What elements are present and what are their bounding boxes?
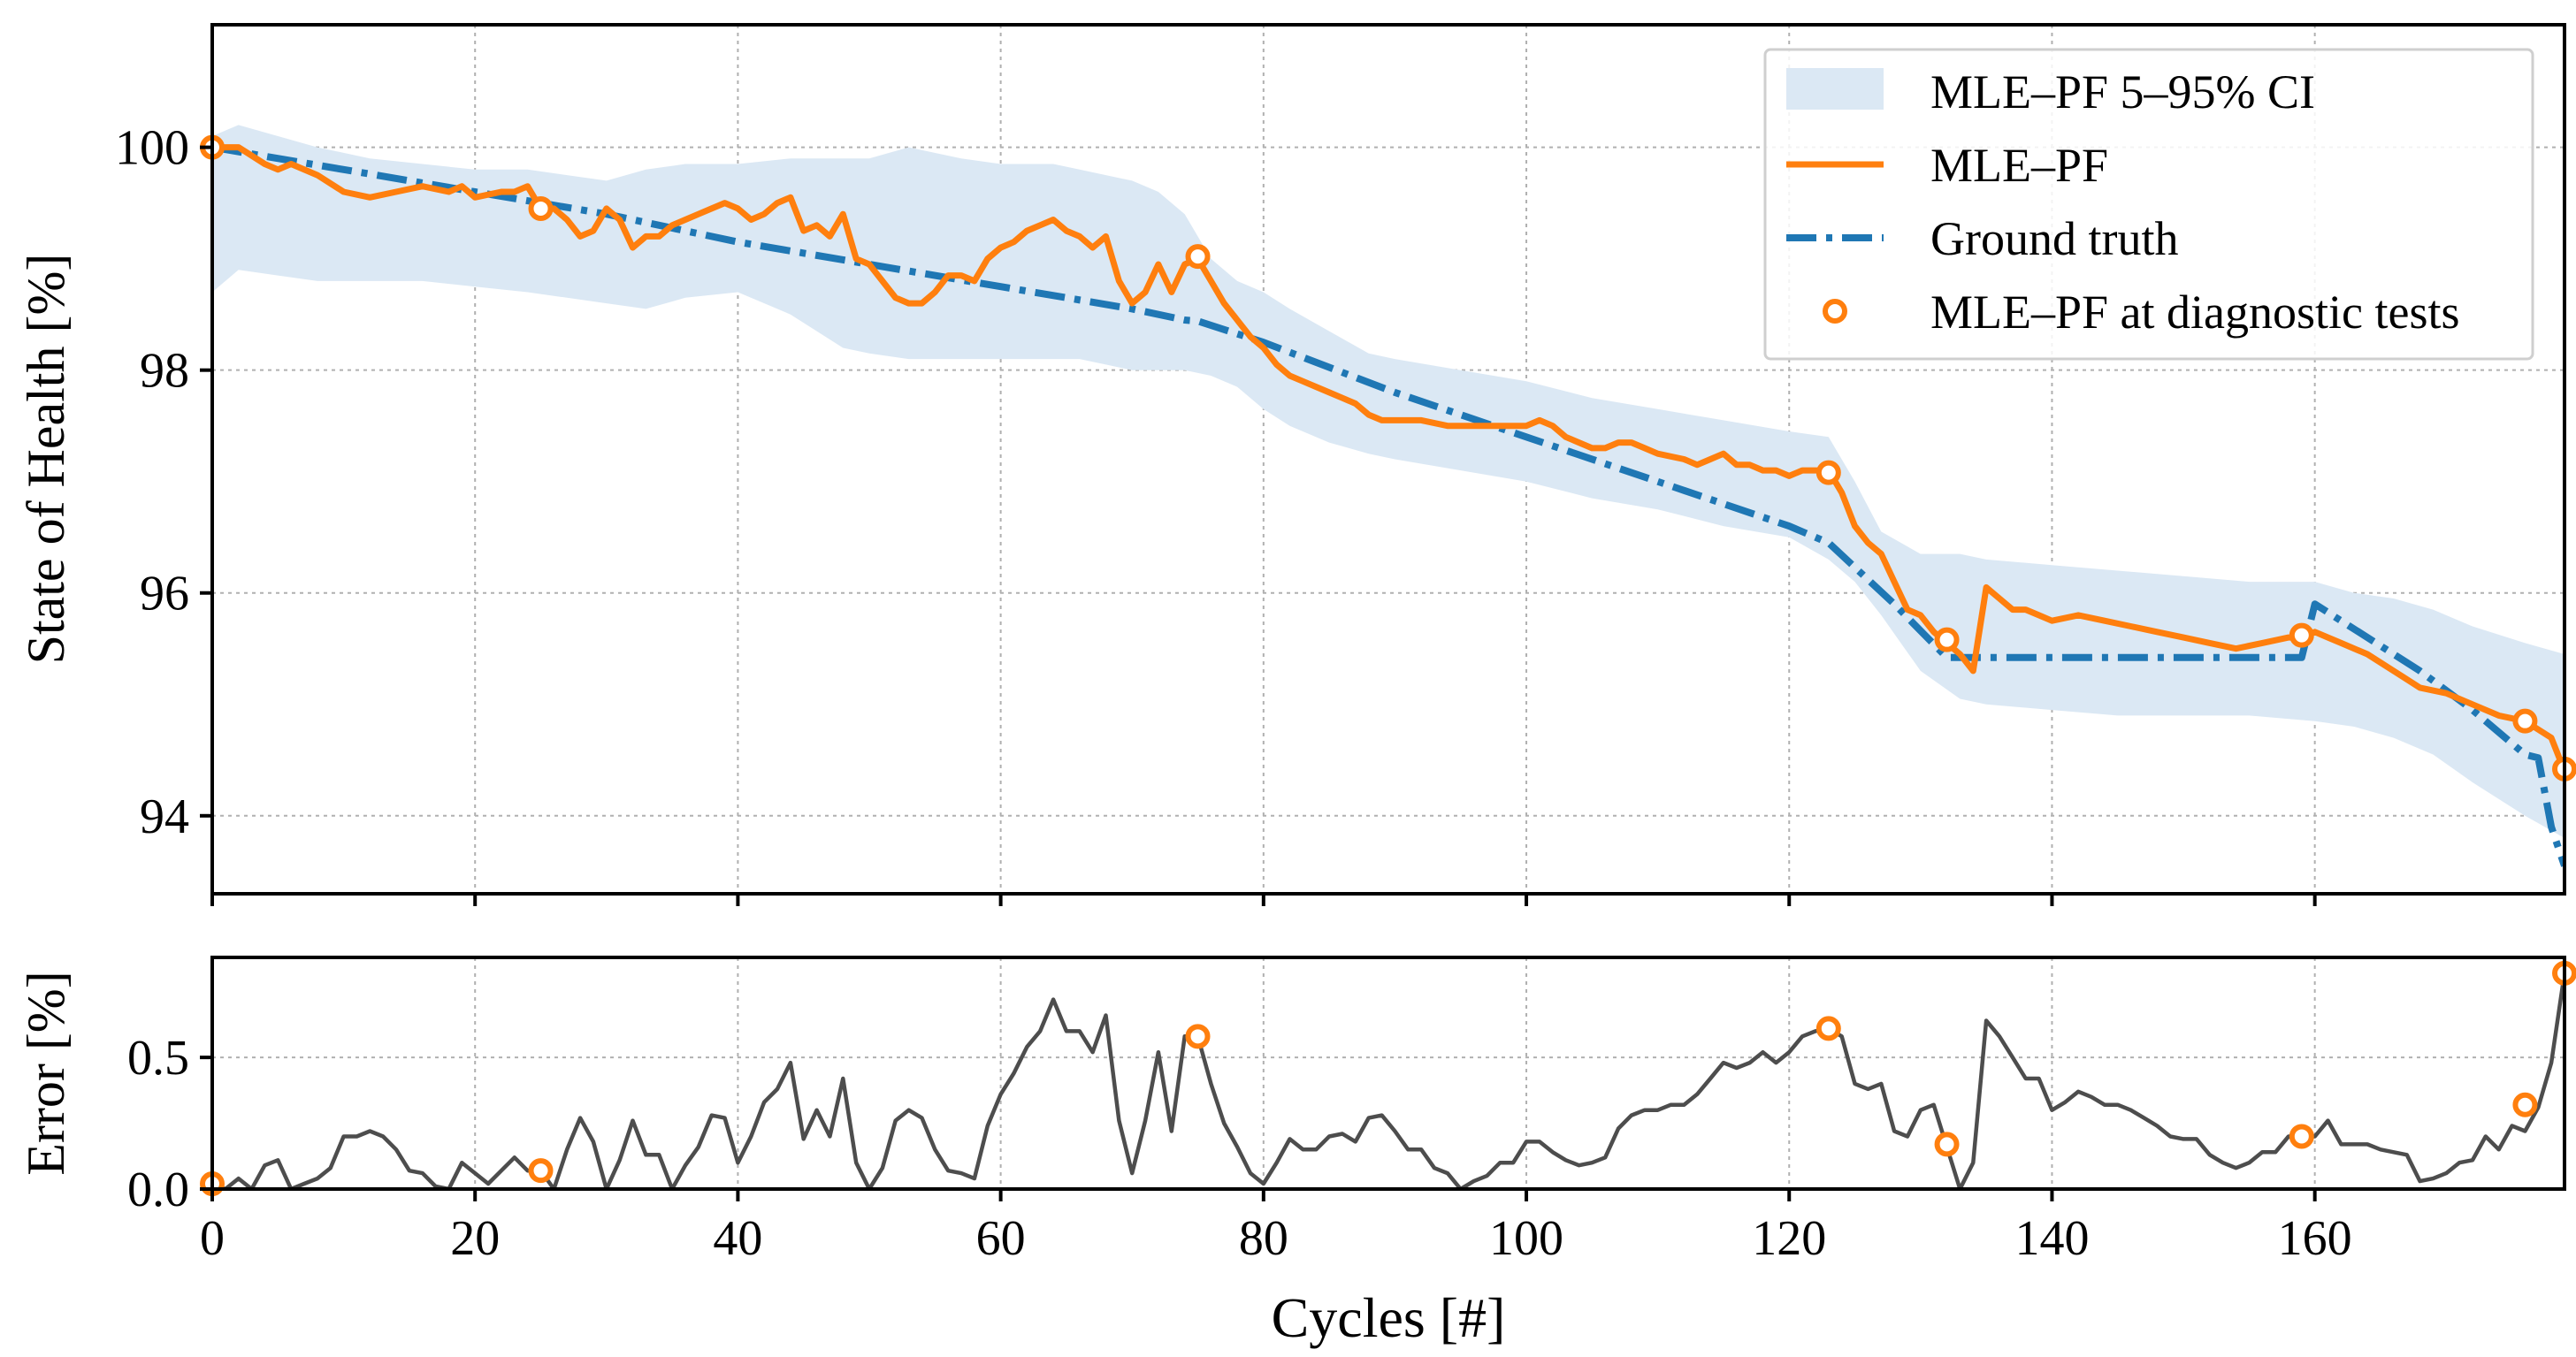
soh-y-axis-label: State of Health [%]: [17, 254, 75, 665]
error-axes-frame: [210, 956, 2566, 1191]
x-tick-label: 160: [2278, 1211, 2352, 1266]
error-diagnostic-marker: [1185, 1024, 1211, 1049]
soh-y-tick-label: 100: [115, 121, 189, 176]
error-line: [212, 972, 2565, 1189]
soh-diagnostic-marker: [1934, 627, 1960, 652]
legend-box: [1763, 48, 2534, 361]
error-y-axis-label: Error [%]: [17, 971, 75, 1176]
error-ticks: 0 20 40 60 80 100 120 140 160 0.0 0.5: [127, 1031, 2352, 1266]
error-panel: 0 20 40 60 80 100 120 140 160 0.0 0.5 Error [%] Cy…: [17, 956, 2576, 1349]
x-tick-label: 120: [1752, 1211, 1826, 1266]
x-axis-label: Cycles [#]: [1272, 1286, 1506, 1349]
error-diagnostic-marker: [2289, 1124, 2314, 1149]
x-tick-label: 0: [200, 1211, 225, 1266]
legend-diag-label: MLE–PF at diagnostic tests: [1930, 286, 2459, 339]
soh-diagnostic-marker: [2289, 622, 2314, 648]
x-tick-label: 60: [976, 1211, 1026, 1266]
x-tick-label: 20: [450, 1211, 500, 1266]
soh-axes-frame: [210, 23, 2566, 896]
error-diagnostic-marker: [1934, 1132, 1960, 1157]
soh-y-tick-label: 94: [140, 789, 189, 844]
error-diagnostic-marker: [1815, 1016, 1841, 1041]
legend: MLE–PF 5–95% CI MLE–PF Ground truth MLE–…: [1763, 48, 2534, 361]
soh-panel: 94 96 98 100 State of Health [%] MLE–PF 5–9…: [17, 23, 2576, 906]
legend-pf-label: MLE–PF: [1930, 139, 2108, 192]
x-tick-label: 80: [1239, 1211, 1288, 1266]
soh-ticks: 94 96 98 100: [115, 121, 2317, 906]
mle-pf-line: [212, 144, 2565, 773]
soh-y-tick-label: 96: [140, 567, 189, 621]
error-y-tick-label: 0.5: [127, 1031, 189, 1086]
soh-diagnostic-marker: [1185, 244, 1211, 270]
error-y-tick-label: 0.0: [127, 1163, 189, 1217]
legend-diag-marker: [1823, 299, 1847, 324]
x-tick-label: 140: [2014, 1211, 2089, 1266]
legend-gt-label: Ground truth: [1930, 212, 2178, 265]
error-diagnostic-marker: [2512, 1092, 2538, 1117]
soh-diagnostic-marker: [528, 195, 554, 221]
legend-ci-swatch: [1786, 68, 1884, 110]
soh-diagnostic-marker: [2512, 708, 2538, 734]
soh-y-tick-label: 98: [140, 344, 189, 399]
error-diagnostic-marker: [528, 1158, 554, 1184]
x-tick-label: 40: [713, 1211, 762, 1266]
legend-ci-label: MLE–PF 5–95% CI: [1930, 65, 2315, 118]
soh-diagnostic-marker: [1815, 460, 1841, 485]
x-tick-label: 100: [1489, 1211, 1563, 1266]
error-diagnostic-points: [200, 960, 2576, 1197]
